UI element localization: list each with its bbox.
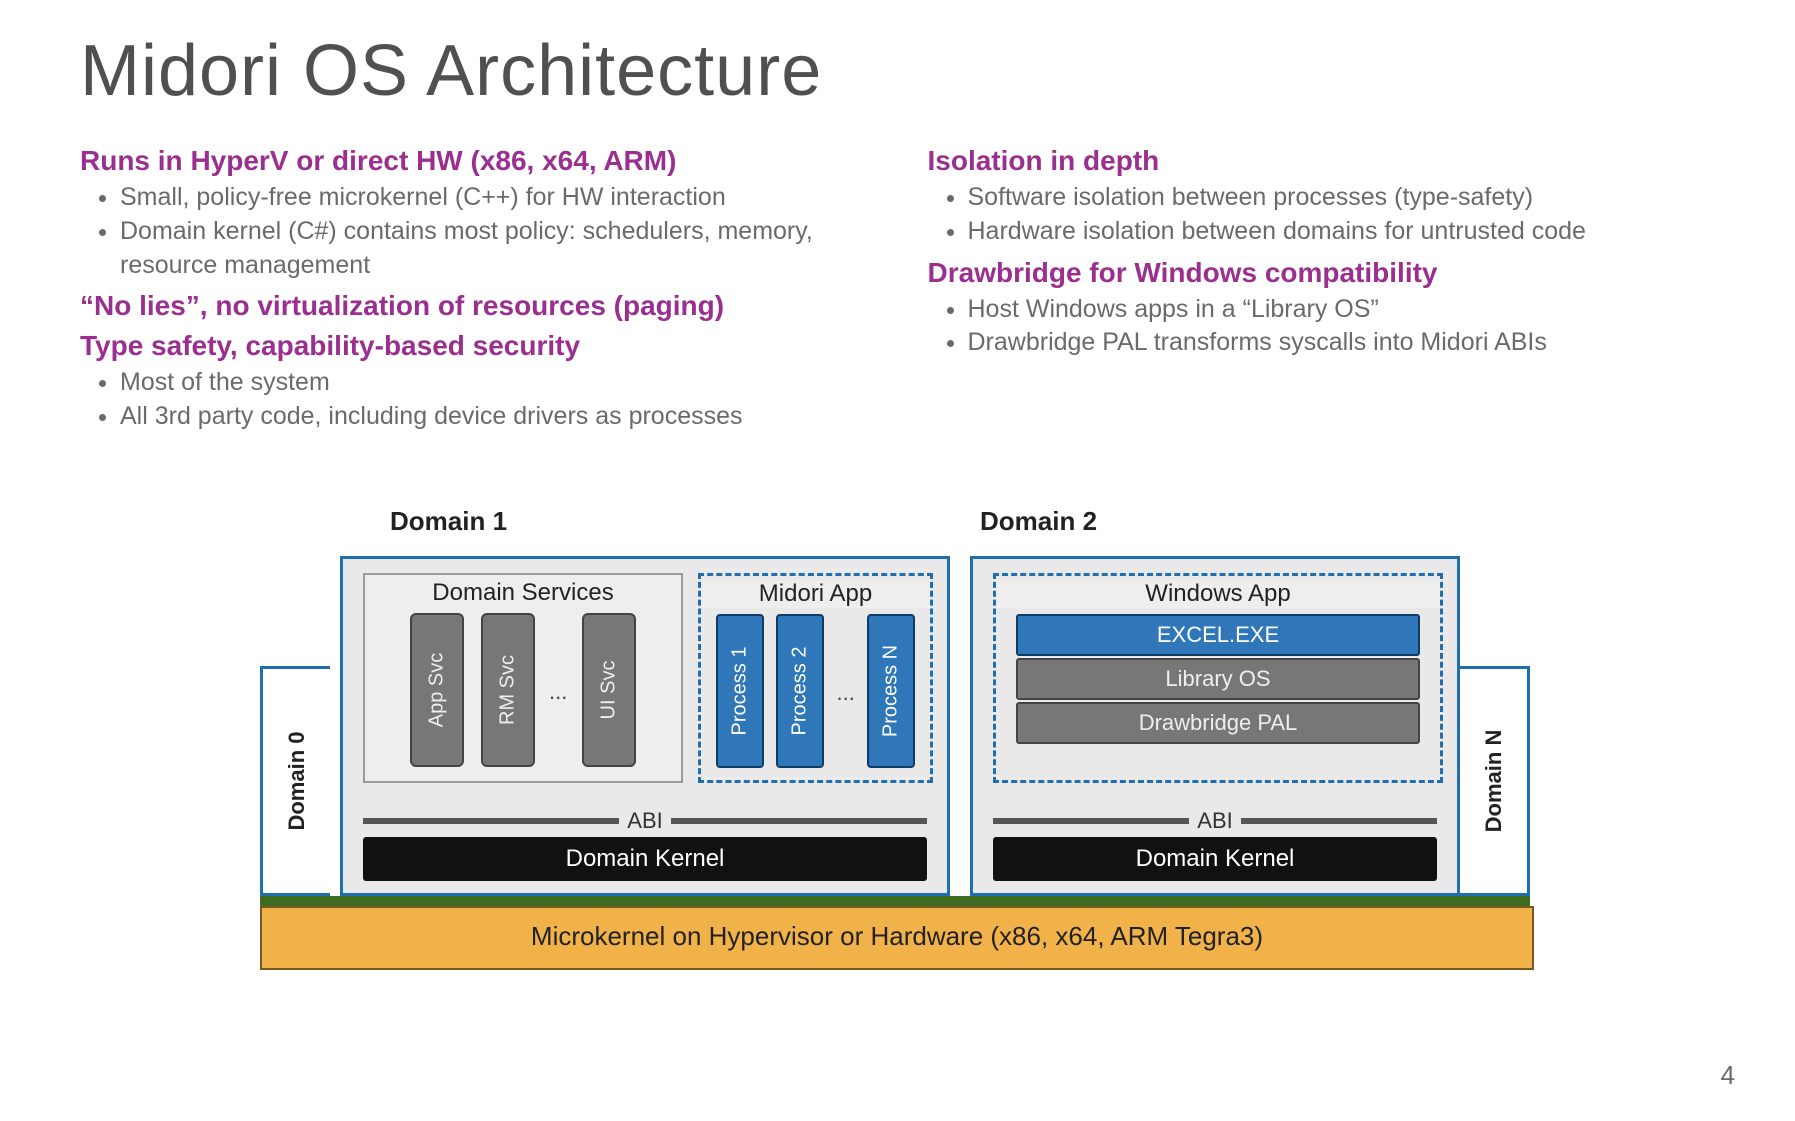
domain-kernel-box: Domain Kernel — [363, 837, 927, 881]
slide: Midori OS Architecture Runs in HyperV or… — [0, 0, 1795, 1121]
domain-0-box: Domain 0 — [260, 666, 330, 896]
stack-excel: EXCEL.EXE — [1016, 614, 1420, 656]
architecture-diagram: Domain 1 Domain 2 Domain 0 Domain N Doma… — [260, 510, 1530, 970]
process-box: Process 2 — [776, 614, 824, 768]
bullet-list: Small, policy-free microkernel (C++) for… — [80, 181, 868, 282]
bullet: Most of the system — [120, 366, 868, 400]
section-heading: Type safety, capability-based security — [80, 330, 868, 362]
bullet: All 3rd party code, including device dri… — [120, 400, 868, 434]
windows-app-box: Windows App EXCEL.EXE Library OS Drawbri… — [993, 573, 1443, 783]
bullet: Domain kernel (C#) contains most policy:… — [120, 215, 868, 283]
service-box: UI Svc — [582, 613, 636, 767]
ellipsis: ... — [549, 617, 567, 767]
service-label: App Svc — [426, 653, 449, 727]
section-heading: Runs in HyperV or direct HW (x86, x64, A… — [80, 145, 868, 177]
domain-1-box: Domain Services App Svc RM Svc ... UI Sv… — [340, 556, 950, 896]
right-column: Isolation in depth Software isolation be… — [928, 137, 1716, 440]
bullet-list: Software isolation between processes (ty… — [928, 181, 1716, 249]
bullet-list: Most of the system All 3rd party code, i… — [80, 366, 868, 434]
domain-n-box: Domain N — [1460, 666, 1530, 896]
domain-2-box: Windows App EXCEL.EXE Library OS Drawbri… — [970, 556, 1460, 896]
abi-label: ABI — [627, 808, 662, 834]
windows-app-title: Windows App — [996, 580, 1440, 608]
process-box: Process 1 — [716, 614, 764, 768]
service-box: App Svc — [410, 613, 464, 767]
content-columns: Runs in HyperV or direct HW (x86, x64, A… — [80, 137, 1715, 440]
process-label: Process 2 — [789, 647, 812, 736]
domain-label: Domain 2 — [980, 506, 1097, 537]
domain-n-label: Domain N — [1481, 730, 1507, 833]
service-box: RM Svc — [481, 613, 535, 767]
service-label: UI Svc — [597, 661, 620, 720]
domain-label: Domain 1 — [390, 506, 507, 537]
domain-services-title: Domain Services — [365, 579, 681, 607]
ellipsis: ... — [837, 618, 855, 768]
page-number: 4 — [1721, 1060, 1735, 1091]
section-heading: Isolation in depth — [928, 145, 1716, 177]
bullet: Drawbridge PAL transforms syscalls into … — [968, 326, 1716, 360]
bullet-list: Host Windows apps in a “Library OS” Draw… — [928, 293, 1716, 361]
section-heading: “No lies”, no virtualization of resource… — [80, 290, 868, 322]
process-label: Process 1 — [728, 647, 751, 736]
abi-bar: ABI — [993, 811, 1437, 831]
service-label: RM Svc — [496, 655, 519, 725]
section-heading: Drawbridge for Windows compatibility — [928, 257, 1716, 289]
bullet: Host Windows apps in a “Library OS” — [968, 293, 1716, 327]
stack-library-os: Library OS — [1016, 658, 1420, 700]
abi-bar: ABI — [363, 811, 927, 831]
midori-app-title: Midori App — [701, 580, 930, 608]
abi-label: ABI — [1197, 808, 1232, 834]
bullet: Hardware isolation between domains for u… — [968, 215, 1716, 249]
slide-title: Midori OS Architecture — [80, 30, 1715, 112]
midori-app-box: Midori App Process 1 Process 2 ... Proce… — [698, 573, 933, 783]
microkernel-box: Microkernel on Hypervisor or Hardware (x… — [260, 906, 1534, 970]
domain-kernel-box: Domain Kernel — [993, 837, 1437, 881]
stack-drawbridge-pal: Drawbridge PAL — [1016, 702, 1420, 744]
left-column: Runs in HyperV or direct HW (x86, x64, A… — [80, 137, 868, 440]
bullet: Software isolation between processes (ty… — [968, 181, 1716, 215]
process-label: Process N — [880, 645, 903, 737]
domain-0-label: Domain 0 — [284, 731, 310, 830]
process-box: Process N — [867, 614, 915, 768]
domain-services-box: Domain Services App Svc RM Svc ... UI Sv… — [363, 573, 683, 783]
bullet: Small, policy-free microkernel (C++) for… — [120, 181, 868, 215]
